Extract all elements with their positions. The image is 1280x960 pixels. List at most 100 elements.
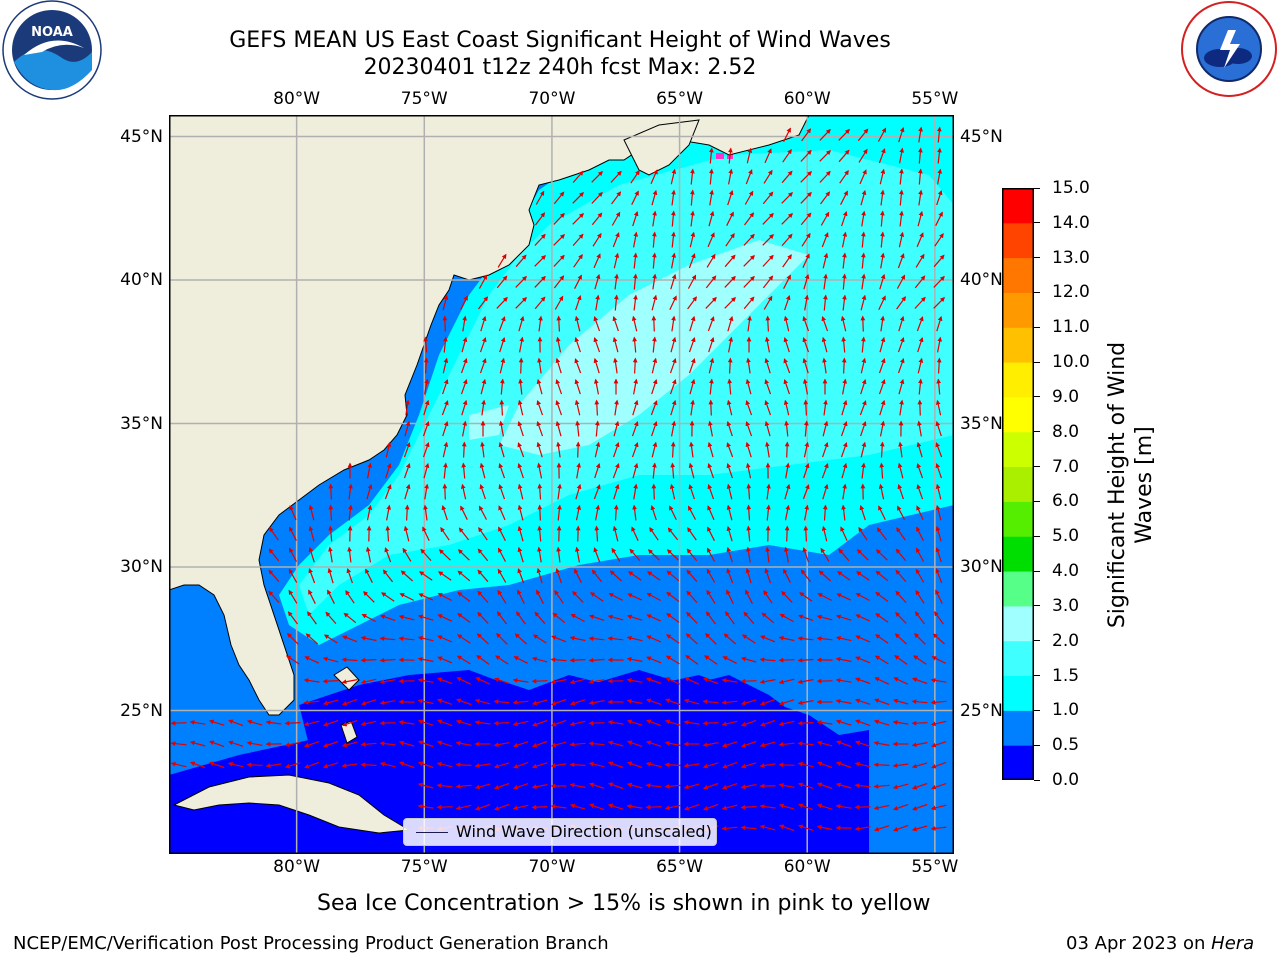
wind-arrow (308, 589, 316, 604)
wind-arrow (931, 761, 947, 769)
wind-arrow (381, 592, 395, 602)
wind-arrow (607, 803, 624, 810)
wind-arrow (670, 399, 677, 416)
wind-arrow (840, 526, 848, 542)
wind-arrow (455, 804, 472, 811)
wind-arrow (403, 525, 410, 542)
wind-arrow (593, 357, 600, 374)
wind-arrow (575, 441, 581, 458)
wind-arrow (424, 378, 430, 395)
wind-arrow (916, 441, 923, 458)
wind-arrow (689, 231, 696, 248)
wind-arrow (688, 462, 695, 479)
wind-arrow (651, 357, 658, 374)
wind-arrow (690, 210, 695, 227)
wind-arrow (892, 783, 909, 790)
wind-arrow (360, 741, 377, 747)
wind-arrow (613, 357, 618, 374)
map-legend: Wind Wave Direction (unscaled) (403, 818, 717, 846)
wind-arrow (935, 504, 942, 521)
wind-arrow (328, 525, 334, 542)
wind-arrow (325, 611, 337, 624)
colorbar-tick-label: 2.0 (1052, 630, 1080, 651)
wind-arrow (289, 526, 297, 541)
wind-arrow (538, 315, 543, 332)
wind-arrow (727, 189, 734, 206)
wind-arrow (460, 295, 468, 310)
wind-arrow (747, 315, 752, 332)
wind-arrow (557, 483, 562, 500)
wind-arrow (669, 505, 677, 521)
wind-arrow (480, 378, 487, 395)
wind-arrow (855, 656, 871, 664)
wind-arrow (328, 546, 333, 563)
wind-arrow (705, 275, 717, 289)
wind-arrow (740, 699, 757, 706)
wind-arrow (555, 399, 563, 416)
wind-arrow (498, 316, 506, 332)
wind-arrow (461, 399, 468, 416)
wind-arrow (360, 720, 377, 727)
wind-arrow (930, 741, 947, 748)
wind-arrow (591, 191, 603, 204)
wind-arrow (607, 614, 624, 621)
lat-tick-label: 40°N (120, 270, 163, 291)
wind-arrow (728, 168, 734, 185)
wind-arrow (419, 571, 433, 581)
wind-arrow (476, 655, 490, 665)
wind-arrow (555, 336, 562, 353)
wind-arrow (478, 274, 488, 289)
wind-arrow (911, 762, 928, 769)
wind-arrow (931, 656, 946, 664)
wind-arrow (803, 462, 810, 479)
wind-arrow (854, 826, 871, 831)
wind-arrow (591, 212, 603, 226)
wind-arrow (669, 357, 677, 374)
wind-arrow (612, 336, 619, 353)
wind-arrow (607, 636, 624, 641)
wind-arrow (308, 525, 315, 542)
land-cuba (172, 774, 411, 834)
wind-arrow (854, 740, 871, 747)
wind-arrow (803, 525, 809, 542)
wind-arrow (442, 294, 449, 311)
wind-arrow (670, 273, 677, 290)
legend-line-icon (416, 832, 448, 833)
footer-credit: NCEP/EMC/Verification Post Processing Pr… (13, 933, 609, 954)
wind-arrow (442, 420, 449, 437)
wave-band-2-3-b (469, 405, 509, 440)
wind-arrow (626, 719, 643, 726)
wind-arrow (708, 168, 714, 185)
wind-arrow (303, 700, 320, 705)
wind-arrow (781, 590, 793, 603)
wind-arrow (573, 254, 583, 268)
wind-arrow (841, 504, 846, 521)
land-north-america (169, 115, 810, 716)
wind-arrow (555, 567, 562, 584)
wind-arrow (288, 547, 298, 562)
colorbar-tick (1034, 187, 1040, 189)
wind-arrow (855, 614, 871, 622)
wind-arrow (746, 147, 753, 164)
wind-arrow (873, 783, 890, 789)
wind-arrow (479, 462, 486, 479)
wind-arrow (802, 336, 810, 353)
wind-arrow (727, 357, 733, 374)
wind-arrow (437, 614, 453, 622)
wind-arrow (645, 698, 662, 705)
wind-arrow (802, 546, 810, 563)
colorbar-tick (1034, 675, 1040, 677)
wind-arrow (322, 719, 339, 727)
wind-arrow (759, 719, 776, 727)
wind-arrow (745, 169, 753, 185)
wind-arrow (422, 441, 430, 458)
wind-arrow (474, 763, 491, 768)
lat-tick-label: 35°N (960, 413, 1003, 434)
wind-arrow (436, 698, 453, 705)
wind-arrow (838, 149, 850, 163)
wind-arrow (189, 740, 206, 747)
wind-arrow (666, 634, 680, 644)
wind-arrow (936, 357, 942, 374)
colorbar-tick-label: 9.0 (1052, 386, 1080, 407)
wind-arrow (588, 741, 605, 747)
